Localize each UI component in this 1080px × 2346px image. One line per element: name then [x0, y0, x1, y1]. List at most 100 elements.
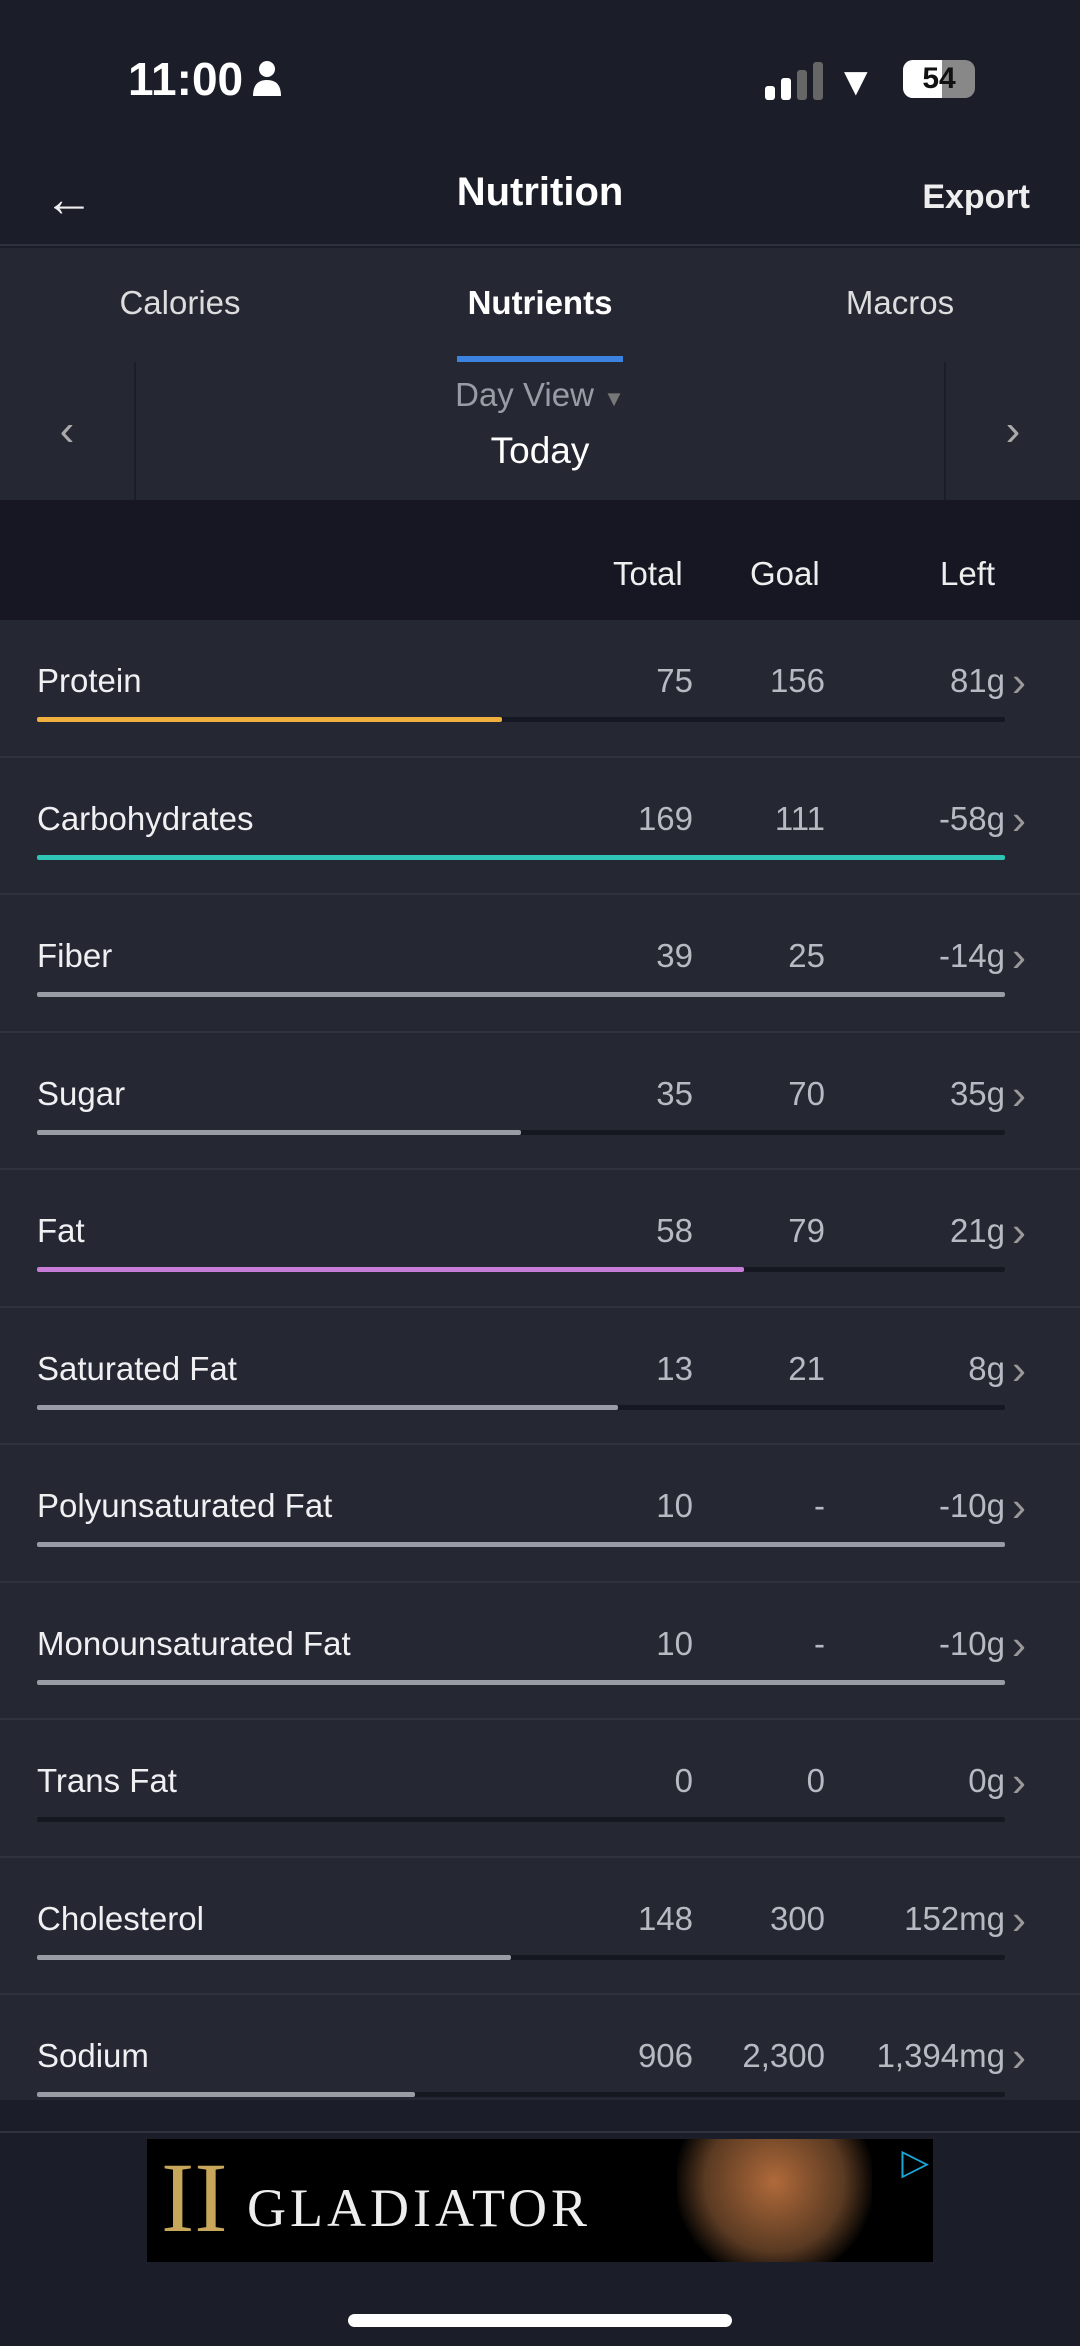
- nutrient-left: 152mg: [904, 1899, 1005, 1937]
- page-title: Nutrition: [456, 170, 624, 214]
- date-selector: ‹ Day View ▼ Today ›: [0, 362, 1080, 500]
- nutrient-goal: 21: [788, 1349, 825, 1387]
- chevron-right-icon: ›: [1012, 1208, 1026, 1255]
- progress-bar: [37, 2092, 415, 2097]
- column-goal: Goal: [750, 555, 820, 592]
- progress-track: [37, 2092, 1005, 2097]
- progress-track: [37, 1817, 1005, 1822]
- day-view-dropdown[interactable]: Day View ▼: [136, 376, 944, 414]
- nutrient-name: Fiber: [37, 937, 113, 974]
- previous-day-chevron-icon[interactable]: ‹: [0, 362, 136, 500]
- nutrient-goal: 25: [788, 937, 825, 974]
- nutrient-goal: 2,300: [742, 2037, 825, 2074]
- progress-bar: [37, 1954, 512, 1960]
- back-arrow-icon[interactable]: ←: [44, 171, 94, 227]
- nutrient-total: 10: [656, 1624, 693, 1662]
- nutrient-total: 169: [637, 799, 693, 837]
- ad-banner[interactable]: II GLADIATOR ▷: [147, 2139, 933, 2262]
- progress-bar: [37, 854, 1005, 860]
- status-bar: 11:00 ▼ 54: [0, 0, 1080, 150]
- nutrient-name: Trans Fat: [37, 1762, 177, 1799]
- nutrient-row[interactable]: Fat 58 79 21g ›: [0, 1170, 1080, 1308]
- date-label: Today: [490, 430, 590, 471]
- nutrient-name: Sodium: [37, 2037, 149, 2074]
- nutrient-left: -58g: [938, 799, 1005, 837]
- chevron-right-icon: ›: [1012, 2033, 1026, 2080]
- progress-track: [37, 1679, 1005, 1685]
- nutrient-goal: 300: [769, 1899, 825, 1937]
- nutrient-row[interactable]: Monounsaturated Fat 10 - -10g ›: [0, 1583, 1080, 1720]
- column-total: Total: [613, 555, 683, 592]
- nutrient-name: Protein: [37, 662, 142, 699]
- nutrient-row[interactable]: Protein 75 156 81g ›: [0, 620, 1080, 758]
- nutrient-row[interactable]: Sugar 35 70 35g ›: [0, 1033, 1080, 1170]
- nutrient-row[interactable]: Sodium 906 2,300 1,394mg ›: [0, 1995, 1080, 2133]
- caret-down-icon: ▼: [603, 386, 625, 411]
- ad-numeral: II: [161, 2142, 228, 2253]
- nutrient-left: 35g: [949, 1074, 1005, 1112]
- nutrient-name: Polyunsaturated Fat: [37, 1487, 333, 1524]
- progress-track: [37, 717, 1005, 722]
- nutrient-total: 58: [656, 1212, 693, 1249]
- chevron-right-icon: ›: [1012, 795, 1026, 843]
- progress-bar: [37, 1679, 1005, 1685]
- ad-title: GLADIATOR: [247, 2178, 591, 2238]
- nutrient-goal: 111: [774, 799, 825, 837]
- status-time: 11:00: [128, 53, 244, 105]
- nutrient-left: 1,394mg: [876, 2037, 1005, 2074]
- nutrient-left: 81g: [949, 662, 1005, 699]
- nutrient-row[interactable]: Saturated Fat 13 21 8g ›: [0, 1308, 1080, 1445]
- chevron-right-icon: ›: [1012, 1070, 1026, 1118]
- progress-bar: [37, 1267, 744, 1272]
- chevron-right-icon: ›: [1012, 1483, 1026, 1530]
- nutrient-left: 0g: [968, 1762, 1005, 1799]
- column-header: Total Goal Left: [0, 500, 1080, 620]
- nav-bar: ← Nutrition Export: [0, 150, 1080, 246]
- nutrient-total: 10: [656, 1487, 693, 1524]
- progress-track: [37, 1954, 1005, 1960]
- progress-bar: [37, 992, 1005, 997]
- nutrient-name: Cholesterol: [37, 1899, 204, 1937]
- ad-choices-icon[interactable]: ▷: [901, 2141, 929, 2182]
- column-left: Left: [940, 555, 996, 592]
- progress-track: [37, 992, 1005, 997]
- next-day-chevron-icon[interactable]: ›: [944, 362, 1080, 500]
- nutrient-total: 906: [637, 2037, 693, 2074]
- nutrient-goal: 79: [788, 1212, 825, 1249]
- day-view-label: Day View: [455, 376, 594, 413]
- nutrient-total: 35: [656, 1074, 693, 1112]
- progress-bar: [37, 1542, 1005, 1547]
- progress-track: [37, 1267, 1005, 1272]
- nutrient-goal: 0: [806, 1762, 825, 1799]
- chevron-right-icon: ›: [1012, 1345, 1026, 1393]
- nutrient-left: 21g: [949, 1212, 1005, 1249]
- chevron-right-icon: ›: [1012, 933, 1026, 980]
- chevron-right-icon: ›: [1012, 1620, 1026, 1668]
- nutrient-total: 13: [656, 1349, 693, 1387]
- progress-track: [37, 1129, 1005, 1135]
- nutrient-total: 148: [637, 1899, 693, 1937]
- export-button[interactable]: Export: [922, 178, 1030, 216]
- nutrient-name: Sugar: [37, 1074, 126, 1112]
- nutrient-row[interactable]: Trans Fat 0 0 0g ›: [0, 1720, 1080, 1858]
- nutrient-goal: -: [814, 1624, 825, 1662]
- tab-nutrients[interactable]: Nutrients: [360, 248, 720, 362]
- nutrient-row[interactable]: Cholesterol 148 300 152mg ›: [0, 1858, 1080, 1995]
- home-indicator: [348, 2314, 732, 2327]
- progress-track: [37, 854, 1005, 860]
- cellular-signal-icon: [765, 62, 823, 100]
- nutrient-row[interactable]: Fiber 39 25 -14g ›: [0, 895, 1080, 1033]
- battery-icon: 54: [903, 60, 975, 98]
- tab-calories[interactable]: Calories: [119, 284, 241, 321]
- nutrient-row[interactable]: Polyunsaturated Fat 10 - -10g ›: [0, 1445, 1080, 1583]
- nutrient-goal: 70: [788, 1074, 825, 1112]
- progress-bar: [37, 717, 502, 722]
- progress-bar: [37, 1129, 521, 1135]
- chevron-right-icon: ›: [1012, 1895, 1026, 1943]
- progress-track: [37, 1404, 1005, 1410]
- nutrient-goal: 156: [769, 662, 825, 699]
- progress-track: [37, 1542, 1005, 1547]
- tab-macros[interactable]: Macros: [845, 284, 955, 321]
- nutrient-row[interactable]: Carbohydrates 169 111 -58g ›: [0, 758, 1080, 895]
- chevron-right-icon: ›: [1012, 658, 1026, 705]
